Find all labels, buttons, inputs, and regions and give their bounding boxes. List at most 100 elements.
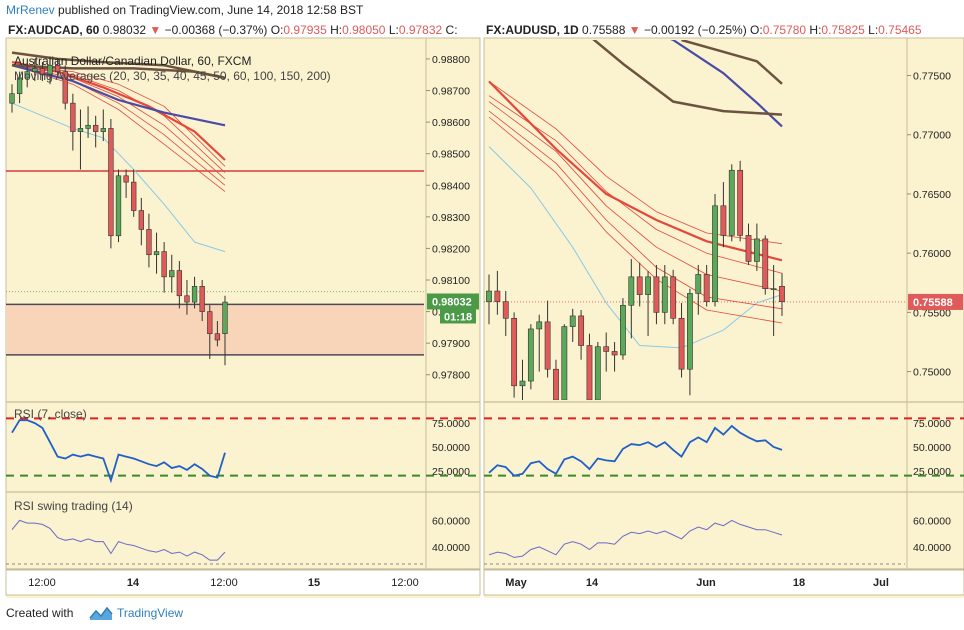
candle-body bbox=[184, 295, 190, 303]
rsi-line bbox=[488, 424, 783, 477]
candle bbox=[502, 291, 509, 337]
candle-body bbox=[93, 124, 99, 132]
price-tick-label: 0.75000 bbox=[913, 367, 951, 379]
price-tick-label: 0.77500 bbox=[913, 71, 951, 83]
candle-body bbox=[653, 276, 660, 313]
price-tick-label: 0.98100 bbox=[432, 275, 470, 287]
candle-body bbox=[191, 286, 198, 303]
moving-average-line bbox=[488, 81, 783, 245]
candle bbox=[670, 269, 677, 325]
support-zone bbox=[6, 304, 424, 355]
tradingview-brand-link[interactable]: TradingView bbox=[117, 606, 184, 620]
time-tick-label: 12:00 bbox=[210, 577, 238, 589]
last-price-label: 0.75588 bbox=[913, 297, 953, 309]
time-axis bbox=[5, 569, 481, 596]
symbol-header: FX:AUDUSD, 1D 0.75588 ▼ −0.00192 (−0.25%… bbox=[486, 23, 922, 37]
panel-background bbox=[484, 20, 964, 598]
candle bbox=[184, 280, 190, 315]
header-part-9: 0.75465 bbox=[878, 23, 922, 37]
swing-tick-label: 40.0000 bbox=[432, 542, 470, 554]
candle bbox=[153, 232, 160, 274]
candle-body bbox=[123, 175, 129, 183]
header-part-6: H: bbox=[330, 23, 342, 37]
rsi-tick-label: 75.0000 bbox=[432, 418, 470, 430]
created-with-label: Created with bbox=[6, 606, 74, 620]
moving-average-line bbox=[488, 101, 783, 292]
candle bbox=[569, 308, 576, 342]
candle bbox=[703, 265, 710, 307]
candle-body bbox=[100, 128, 106, 132]
candle-body bbox=[712, 205, 718, 303]
candle bbox=[603, 332, 610, 372]
candle bbox=[770, 265, 777, 337]
rsi-tick-label: 25.0000 bbox=[432, 466, 470, 478]
time-tick-label: 12:00 bbox=[28, 577, 56, 589]
time-tick-label: 18 bbox=[793, 577, 805, 589]
price-tick-label: 0.77000 bbox=[913, 130, 951, 142]
candle-body bbox=[222, 301, 228, 334]
candle-body bbox=[536, 321, 543, 330]
last-price-tag bbox=[427, 293, 479, 310]
candle-body bbox=[737, 169, 744, 236]
price-tick-label: 0.97900 bbox=[432, 338, 470, 350]
candle bbox=[93, 115, 99, 148]
candle bbox=[753, 223, 760, 271]
candle bbox=[661, 265, 668, 325]
candle bbox=[62, 65, 68, 110]
moving-average-line bbox=[11, 51, 226, 80]
candle bbox=[728, 164, 735, 242]
last-price-label: 0.98032 bbox=[432, 296, 472, 308]
candle-body bbox=[131, 181, 137, 211]
candle bbox=[779, 273, 785, 316]
candle bbox=[131, 169, 137, 217]
candle bbox=[636, 262, 643, 307]
candle bbox=[486, 274, 492, 325]
moving-average-line bbox=[488, 95, 783, 274]
candle-body bbox=[569, 315, 576, 327]
candle-body bbox=[779, 286, 785, 303]
rsi-tick-label: 50.0000 bbox=[913, 442, 951, 454]
symbol-header-bg bbox=[6, 20, 480, 38]
header-part-0: FX:AUDUSD, 1D bbox=[486, 23, 582, 37]
candle bbox=[628, 259, 635, 339]
header-part-1: 0.75588 bbox=[582, 23, 629, 37]
publish-header: MrRenev published on TradingView.com, Ju… bbox=[0, 0, 964, 20]
candle-body bbox=[207, 311, 213, 334]
candle-body bbox=[115, 175, 122, 237]
charts-container: FX:AUDCAD, 60 0.98032 ▼ −0.00368 (−0.37%… bbox=[5, 20, 964, 598]
header-part-5: 0.97935 bbox=[283, 23, 330, 37]
candle-body bbox=[670, 276, 677, 319]
main-pane bbox=[6, 51, 424, 366]
candle bbox=[161, 242, 167, 293]
candle bbox=[527, 324, 534, 390]
header-part-0: FX:AUDCAD, 60 bbox=[8, 23, 103, 37]
candle-body bbox=[728, 169, 735, 236]
header-part-8: L: bbox=[868, 23, 878, 37]
chart-panel-fxaudusd: FX:AUDUSD, 1D 0.75588 ▼ −0.00192 (−0.25%… bbox=[483, 20, 964, 598]
moving-average-line bbox=[488, 80, 783, 262]
author-link[interactable]: MrRenev bbox=[6, 3, 55, 17]
candle-body bbox=[611, 351, 618, 356]
symbol-header: FX:AUDCAD, 60 0.98032 ▼ −0.00368 (−0.37%… bbox=[8, 23, 458, 37]
candle-body bbox=[753, 238, 760, 262]
header-part-4: O: bbox=[750, 23, 763, 37]
footer: Created with TradingView bbox=[0, 600, 964, 630]
candle bbox=[77, 109, 84, 170]
candle-body bbox=[695, 274, 702, 294]
time-tick-label: Jul bbox=[873, 577, 889, 589]
candle-body bbox=[687, 293, 693, 370]
candle-body bbox=[645, 276, 651, 295]
candle bbox=[762, 235, 769, 295]
candle-body bbox=[62, 71, 68, 104]
candle bbox=[9, 84, 15, 113]
candle bbox=[138, 197, 144, 246]
candle bbox=[586, 333, 593, 400]
header-part-7: 0.98050 bbox=[342, 23, 389, 37]
candle-body bbox=[108, 128, 114, 237]
price-tick-label: 0.98800 bbox=[432, 54, 470, 66]
candle bbox=[16, 71, 23, 104]
candle-body bbox=[519, 380, 526, 387]
candle bbox=[108, 118, 114, 249]
tradingview-logo-icon bbox=[89, 606, 113, 620]
price-tick-label: 0.98400 bbox=[432, 180, 470, 192]
